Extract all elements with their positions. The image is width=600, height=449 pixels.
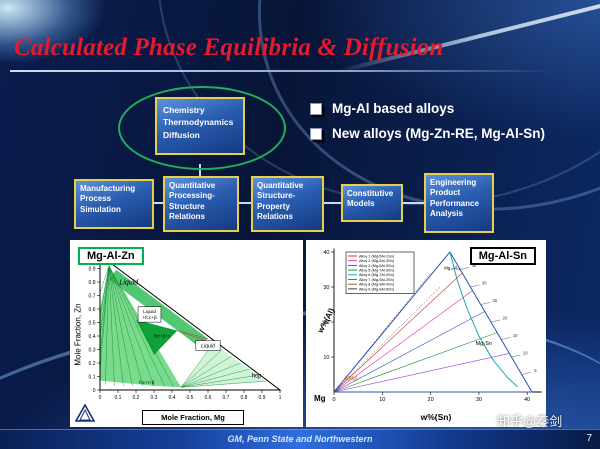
svg-text:Liquid: Liquid (119, 279, 139, 286)
svg-text:Alloy 7 (Mg-9Al-3Sn): Alloy 7 (Mg-9Al-3Sn) (359, 278, 395, 282)
svg-text:0.6: 0.6 (205, 395, 212, 401)
svg-text:0.5: 0.5 (187, 395, 194, 401)
svg-text:30: 30 (323, 285, 329, 291)
svg-text:40: 40 (323, 250, 329, 256)
svg-text:0.9: 0.9 (259, 395, 266, 401)
mg-al-sn-phase-diagram: 0 10 20 30 40 10 20 30 40 35 30 25 20 15 10 5 Mg₁₇Al₁₂ Mg… (323, 248, 542, 403)
svg-text:Alloy 6 (Mg-7Al-4Sn): Alloy 6 (Mg-7Al-4Sn) (359, 273, 395, 277)
svg-text:20: 20 (503, 315, 508, 320)
chart-panel-mg-al-zn: 0 0.1 0.2 0.3 0.4 0.5 0.6 0.7 0.8 0.9 1 0 0.1 0.2 0.3 0… (70, 240, 303, 427)
svg-text:35: 35 (472, 263, 477, 268)
bullet-text: New alloys (Mg-Zn-RE, Mg-Al-Sn) (332, 126, 545, 141)
svg-text:5: 5 (534, 368, 537, 373)
svg-text:0.8: 0.8 (89, 280, 96, 286)
checkbox-bullet-icon (310, 127, 322, 140)
hub-box: Chemistry Thermodynamics Diffusion (155, 97, 245, 155)
svg-text:25: 25 (493, 298, 498, 303)
svg-text:0.7: 0.7 (223, 395, 230, 401)
connector-line (237, 202, 253, 204)
svg-text:fcc+β+τ: fcc+β+τ (154, 334, 170, 339)
slide-title: Calculated Phase Equilibria & Diffusion (14, 34, 444, 61)
svg-text:0.2: 0.2 (89, 361, 96, 367)
page-number: 7 (586, 433, 592, 444)
footer-band: GM, Penn State and Northwestern 7 (0, 429, 600, 449)
triangle-logo-icon (75, 404, 95, 422)
bullet-text: Mg-Al based alloys (332, 101, 455, 116)
svg-text:0.3: 0.3 (89, 347, 96, 353)
flow-box-structure-property: Quantitative Structure- Property Relatio… (251, 176, 324, 232)
svg-text:Alloy 8 (Mg-9Al-4Sn): Alloy 8 (Mg-9Al-4Sn) (359, 283, 395, 287)
svg-text:Mg₁₇Al₁₂: Mg₁₇Al₁₂ (444, 265, 460, 270)
connector-line (199, 164, 201, 177)
svg-text:0.4: 0.4 (89, 334, 96, 340)
svg-text:40: 40 (524, 397, 530, 403)
footer-text: GM, Penn State and Northwestern (227, 434, 373, 444)
svg-text:1: 1 (279, 395, 282, 401)
flow-box-engineering-analysis: Engineering Product Performance Analysis (424, 173, 494, 233)
svg-text:fcc+τ+β: fcc+τ+β (139, 380, 154, 385)
connector-line (152, 202, 165, 204)
svg-text:0.1: 0.1 (89, 374, 96, 380)
svg-text:0.5: 0.5 (89, 320, 96, 326)
svg-text:30: 30 (476, 397, 482, 403)
svg-text:Liquid+fcc+β: Liquid +fcc+β (142, 309, 157, 321)
svg-text:10: 10 (523, 350, 528, 355)
svg-text:10: 10 (379, 397, 385, 403)
svg-text:0.8: 0.8 (241, 395, 248, 401)
svg-text:0.1: 0.1 (115, 395, 122, 401)
svg-text:α(Mg): α(Mg) (344, 376, 358, 382)
svg-text:Mg₂Sn: Mg₂Sn (476, 341, 492, 347)
mg-al-zn-phase-diagram: 0 0.1 0.2 0.3 0.4 0.5 0.6 0.7 0.8 0.9 1 0 0.1 0.2 0.3 0… (89, 253, 282, 401)
svg-text:0: 0 (332, 397, 335, 403)
svg-text:10: 10 (323, 355, 329, 361)
connector-line (322, 202, 343, 204)
svg-text:0: 0 (99, 395, 102, 401)
svg-text:hcp: hcp (252, 373, 262, 379)
bullet-item: Mg-Al based alloys (310, 101, 454, 116)
flow-box-manufacturing: Manufacturing Process Simulation (74, 179, 154, 229)
svg-text:Alloy 9 (Mg-9Al-5Sn): Alloy 9 (Mg-9Al-5Sn) (359, 287, 395, 291)
svg-text:0.2: 0.2 (133, 395, 140, 401)
x-axis-label-right: w%(Sn) (420, 412, 452, 422)
flow-box-constitutive-models: Constitutive Models (341, 184, 403, 222)
svg-text:20: 20 (428, 397, 434, 403)
y-axis-label-left: Mole Fraction, Zn (73, 303, 83, 366)
hub-ellipse (118, 86, 286, 170)
svg-text:20: 20 (323, 320, 329, 326)
checkbox-bullet-icon (310, 102, 322, 115)
flow-box-processing-structure: Quantitative Processing- Structure Relat… (163, 176, 239, 232)
svg-text:0.6: 0.6 (89, 307, 96, 313)
chart-title-right: Mg-Al-Sn (469, 247, 536, 265)
svg-text:0: 0 (93, 388, 96, 394)
svg-text:Alloy 3 (Mg-5Al-5Sn): Alloy 3 (Mg-5Al-5Sn) (359, 264, 395, 268)
svg-text:Alloy 1 (Mg-5Al-1Sn): Alloy 1 (Mg-5Al-1Sn) (359, 254, 395, 258)
svg-text:30: 30 (482, 280, 487, 285)
title-underline (10, 70, 550, 72)
chart-title-left: Mg-Al-Zn (78, 247, 144, 265)
svg-text:Liquid: Liquid (201, 343, 216, 349)
svg-text:Alloy 2 (Mg-5Al-3Sn): Alloy 2 (Mg-5Al-3Sn) (359, 259, 395, 263)
svg-text:Alloy 5 (Mg-7Al-3Sn): Alloy 5 (Mg-7Al-3Sn) (359, 269, 395, 273)
bullet-item: New alloys (Mg-Zn-RE, Mg-Al-Sn) (310, 126, 545, 141)
connector-line (401, 202, 426, 204)
svg-text:0.4: 0.4 (169, 395, 176, 401)
x-axis-label-left: Mole Fraction, Mg (142, 410, 244, 425)
svg-text:0.3: 0.3 (151, 395, 158, 401)
svg-text:0.7: 0.7 (89, 293, 96, 299)
corner-label-mg: Mg (314, 394, 326, 403)
svg-text:0.9: 0.9 (89, 266, 96, 272)
chart-panel-mg-al-sn: 0 10 20 30 40 10 20 30 40 35 30 25 20 15 10 5 Mg₁₇Al₁₂ Mg… (306, 240, 546, 427)
svg-text:15: 15 (513, 333, 518, 338)
watermark: 知乎@秦剑 (497, 414, 563, 429)
